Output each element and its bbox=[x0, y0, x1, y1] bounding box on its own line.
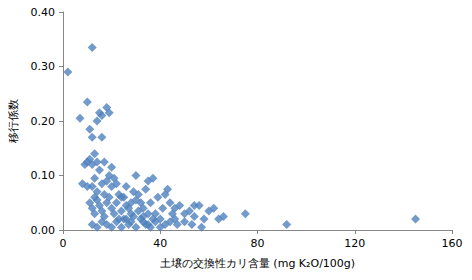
svg-text:120: 120 bbox=[344, 237, 365, 250]
svg-text:40: 40 bbox=[153, 237, 167, 250]
svg-text:移行係数: 移行係数 bbox=[7, 99, 20, 143]
svg-text:土壌の交換性カリ含量 (mg K₂O/100g): 土壌の交換性カリ含量 (mg K₂O/100g) bbox=[160, 257, 355, 270]
svg-text:0.20: 0.20 bbox=[31, 115, 56, 128]
svg-text:0.00: 0.00 bbox=[31, 224, 56, 237]
svg-text:0.30: 0.30 bbox=[31, 60, 56, 73]
svg-text:0.10: 0.10 bbox=[31, 169, 56, 182]
svg-text:160: 160 bbox=[442, 237, 463, 250]
svg-text:80: 80 bbox=[251, 237, 265, 250]
svg-text:0.40: 0.40 bbox=[31, 6, 56, 19]
svg-text:0: 0 bbox=[60, 237, 67, 250]
